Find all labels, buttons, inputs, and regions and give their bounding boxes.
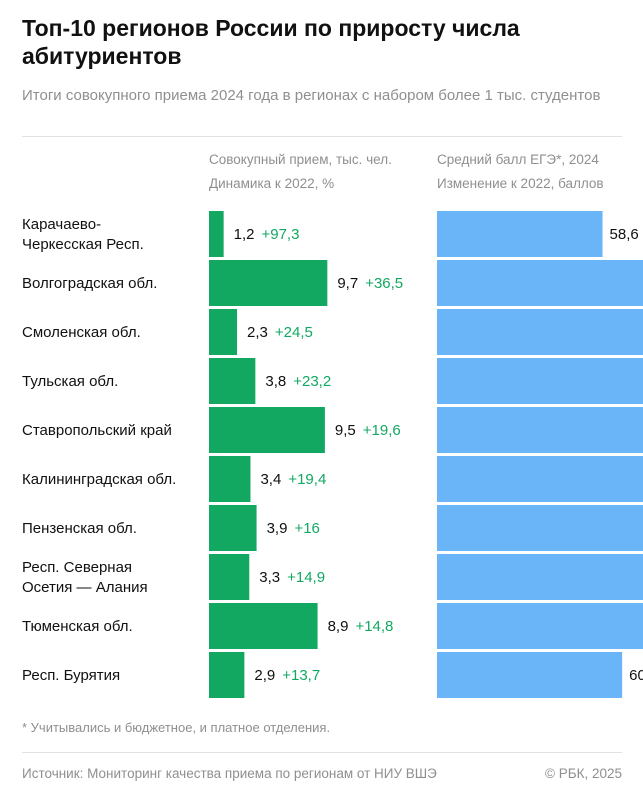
admission-header: Совокупный прием, тыс. чел.	[209, 152, 392, 167]
score-bar	[437, 652, 623, 698]
region-label: Карачаево-Черкесская Респ.	[22, 216, 144, 253]
region-label: Респ. Северная Осетия — Алания	[22, 559, 148, 596]
region-label: Тюменская обл.	[22, 618, 133, 635]
score-bar	[437, 407, 643, 453]
score-header: Средний балл ЕГЭ*, 2024	[437, 152, 599, 167]
region-label: Волгоградская обл.	[22, 275, 157, 292]
admission-bar	[209, 260, 328, 306]
admission-bar	[209, 211, 224, 257]
admission-subheader: Динамика к 2022, %	[209, 176, 335, 191]
region-label: Тульская обл.	[22, 373, 118, 390]
admission-bar	[209, 407, 325, 453]
score-bar	[437, 603, 643, 649]
score-bar	[437, 309, 643, 355]
admission-bar	[209, 358, 256, 404]
admission-value-label: 9,7	[337, 275, 358, 292]
footnote: * Учитывались и бюджетное, и платное отд…	[22, 720, 331, 735]
score-bar	[437, 554, 643, 600]
bar-chart: Карачаево-Черкесская Респ.1,2+97,358,60В…	[22, 211, 643, 698]
score-bar	[437, 211, 603, 257]
bottom-divider	[22, 752, 622, 753]
score-value-label: 60,8	[629, 667, 643, 684]
admission-change-label: +36,5	[365, 275, 403, 292]
admission-change-label: +97,3	[261, 226, 299, 243]
admission-value-label: 3,8	[265, 373, 286, 390]
admission-change-label: +14,9	[287, 569, 325, 586]
source-text: Источник: Мониторинг качества приема по …	[22, 766, 437, 781]
score-subheader: Изменение к 2022, баллов	[437, 176, 604, 191]
admission-value-label: 1,2	[234, 226, 255, 243]
admission-change-label: +16	[294, 520, 319, 537]
admission-bar	[209, 505, 257, 551]
admission-value-label: 9,5	[335, 422, 356, 439]
admission-bar	[209, 603, 318, 649]
score-bar	[437, 505, 643, 551]
admission-value-label: 2,3	[247, 324, 268, 341]
admission-change-label: +19,6	[363, 422, 401, 439]
admission-change-label: +19,4	[288, 471, 326, 488]
region-label: Калининградская обл.	[22, 471, 176, 488]
top-divider	[22, 136, 622, 137]
admission-change-label: +24,5	[275, 324, 313, 341]
admission-change-label: +23,2	[293, 373, 331, 390]
admission-bar	[209, 554, 250, 600]
admission-bar	[209, 309, 238, 355]
region-label: Смоленская обл.	[22, 324, 141, 341]
region-label: Ставропольский край	[22, 422, 172, 439]
admission-value-label: 3,4	[260, 471, 281, 488]
chart-title: Топ-10 регионов России по приросту числа…	[22, 15, 520, 69]
score-bar	[437, 456, 643, 502]
admission-change-label: +13,7	[282, 667, 320, 684]
region-label: Респ. Бурятия	[22, 667, 120, 684]
admission-value-label: 2,9	[254, 667, 275, 684]
score-bar	[437, 260, 643, 306]
admission-change-label: +14,8	[355, 618, 393, 635]
score-value-label: 58,6	[610, 226, 639, 243]
admission-value-label: 3,9	[267, 520, 288, 537]
admission-bar	[209, 652, 245, 698]
admission-value-label: 3,3	[259, 569, 280, 586]
admission-bar	[209, 456, 251, 502]
copyright: © РБК, 2025	[545, 766, 622, 781]
admission-value-label: 8,9	[328, 618, 349, 635]
score-bar	[437, 358, 643, 404]
chart-subtitle: Итоги совокупного приема 2024 года в рег…	[22, 87, 601, 104]
region-label: Пензенская обл.	[22, 520, 137, 537]
